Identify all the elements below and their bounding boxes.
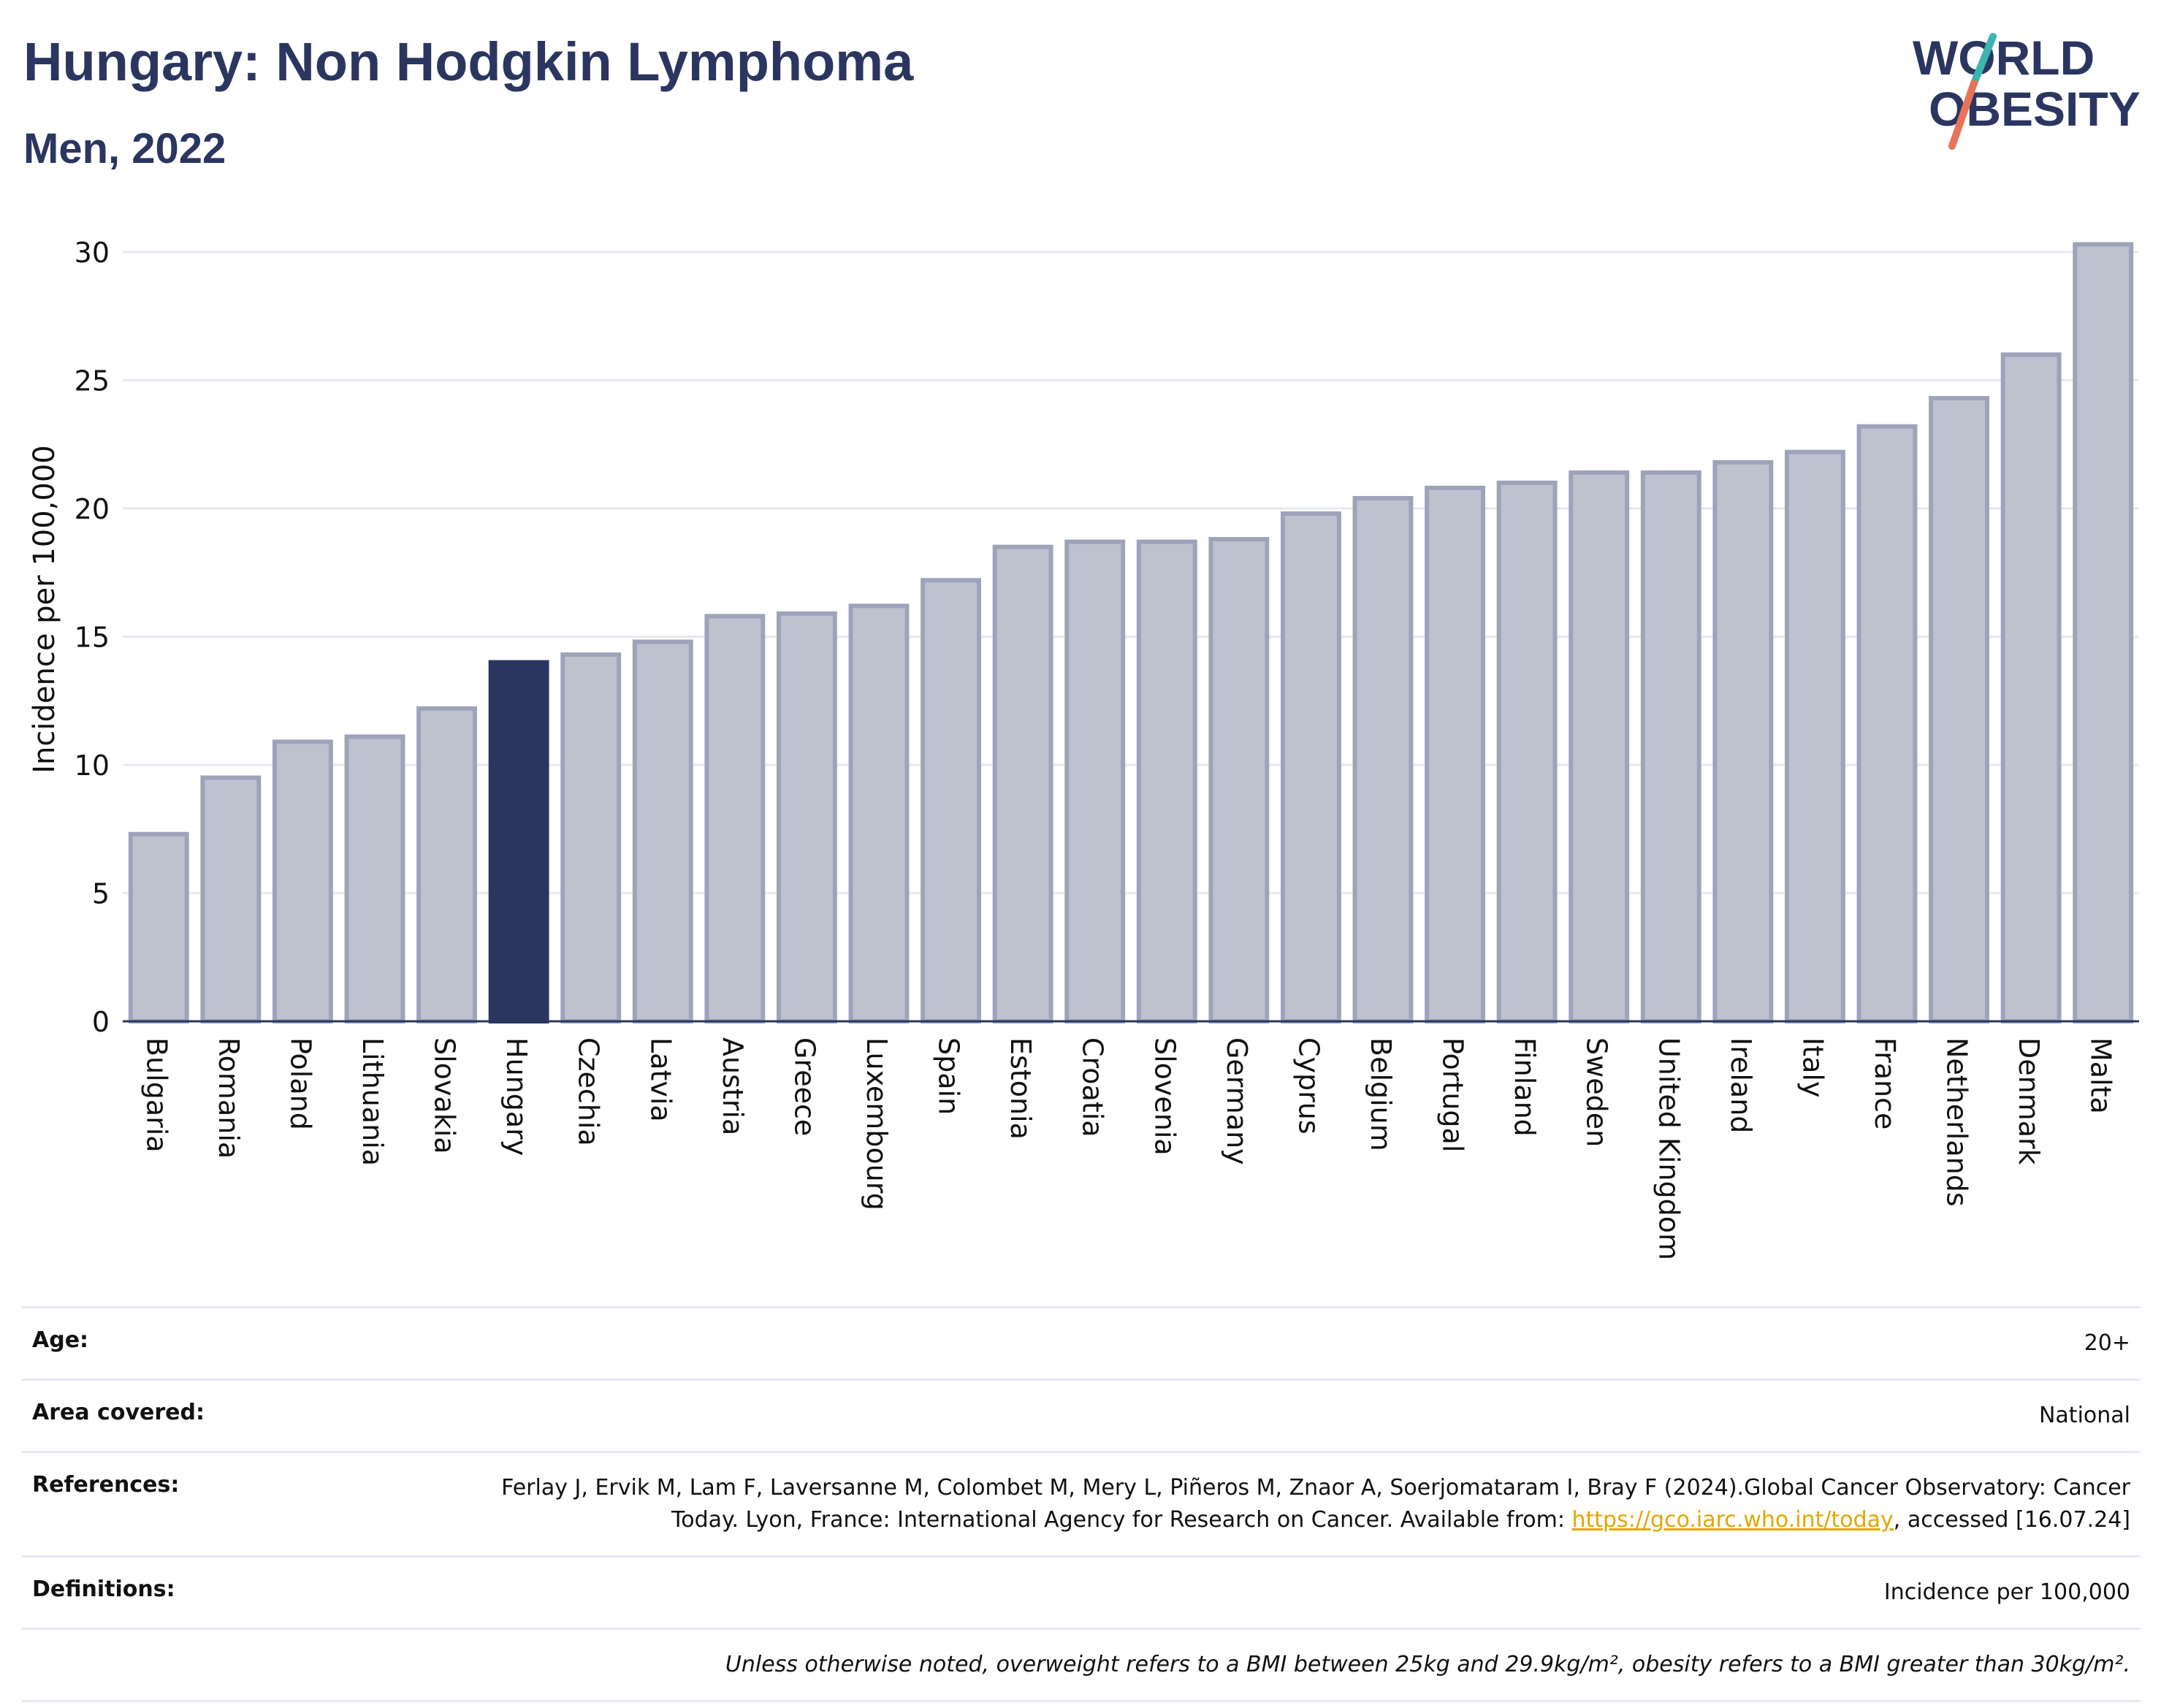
info-row-definitions: Definitions: Incidence per 100,000: [22, 1555, 2141, 1628]
x-tick-label: Italy: [1796, 1037, 1829, 1097]
x-tick-label: Romania: [213, 1037, 245, 1159]
bar-portugal: [1425, 485, 1486, 1024]
x-tick-label: Cyprus: [1292, 1037, 1325, 1135]
x-tick-label: Austria: [717, 1037, 749, 1135]
y-tick-label: 30: [75, 237, 110, 269]
x-tick-label: Portugal: [1437, 1037, 1469, 1152]
references-accessed: , accessed [16.07.24]: [1893, 1507, 2130, 1533]
x-tick-label: Finland: [1509, 1037, 1541, 1137]
x-tick-label: France: [1869, 1037, 1901, 1129]
x-tick-label: Ireland: [1725, 1037, 1757, 1133]
area-label: Area covered:: [32, 1400, 205, 1425]
bar-germany: [1208, 537, 1270, 1023]
y-axis-label: Incidence per 100,000: [28, 445, 61, 774]
x-tick-label: Bulgaria: [140, 1037, 172, 1153]
info-row-age: Age: 20+: [22, 1306, 2141, 1379]
bar-czechia: [560, 652, 622, 1023]
y-tick-label: 25: [75, 365, 110, 397]
x-tick-label: Greece: [788, 1037, 820, 1136]
bar-malta: [2073, 242, 2134, 1024]
bar-france: [1856, 424, 1918, 1023]
bars: [128, 242, 2134, 1024]
bar-austria: [704, 614, 766, 1023]
y-tick-label: 10: [75, 750, 110, 782]
info-row-area: Area covered: National: [22, 1379, 2141, 1451]
logo-slash-bottom: [1948, 80, 1978, 150]
bar-belgium: [1352, 495, 1414, 1023]
bar-poland: [272, 739, 333, 1023]
bar-slovenia: [1136, 539, 1197, 1023]
x-tick-label: Croatia: [1077, 1037, 1109, 1137]
bar-greece: [776, 611, 837, 1023]
x-tick-label: Malta: [2085, 1037, 2117, 1114]
bar-cyprus: [1280, 511, 1341, 1023]
x-tick-label: Slovenia: [1148, 1037, 1181, 1156]
x-tick-label: Luxembourg: [861, 1037, 893, 1211]
x-tick-label: Hungary: [500, 1037, 533, 1156]
definitions-value: Incidence per 100,000: [1883, 1579, 2130, 1605]
bar-spain: [921, 578, 982, 1023]
age-value: 20+: [2084, 1330, 2130, 1356]
info-row-references: References: Ferlay J, Ervik M, Lam F, La…: [22, 1451, 2141, 1555]
logo-slash-top: [1970, 33, 1997, 87]
x-tick-label: Slovakia: [429, 1037, 461, 1154]
bar-croatia: [1064, 539, 1126, 1023]
world-obesity-logo: WORLD OBESITY: [1913, 31, 2141, 150]
y-tick-label: 20: [75, 493, 110, 525]
bar-sweden: [1569, 470, 1630, 1023]
bar-finland: [1496, 480, 1558, 1023]
logo-line-1: WORLD: [1913, 31, 2095, 85]
x-tick-label: Lithuania: [357, 1037, 389, 1166]
y-tick-label: 0: [92, 1006, 110, 1038]
x-tick-label: Sweden: [1581, 1037, 1613, 1147]
area-value: National: [2038, 1403, 2130, 1428]
bar-luxembourg: [848, 603, 910, 1023]
bar-lithuania: [344, 734, 405, 1023]
bar-chart: 0 5 10 15 20 25 30 Bulgaria Romania Poland Lithua…: [28, 237, 2139, 1260]
x-tick-label: Netherlands: [1941, 1037, 1973, 1207]
age-label: Age:: [32, 1327, 89, 1353]
y-tick-label: 15: [75, 622, 110, 654]
x-tick-label: Estonia: [1005, 1037, 1037, 1140]
bar-latvia: [632, 639, 693, 1023]
x-tick-label: Spain: [933, 1037, 965, 1115]
chart-subtitle: Men, 2022: [23, 125, 226, 172]
bar-italy: [1784, 449, 1845, 1023]
bar-estonia: [992, 544, 1053, 1023]
bar-bulgaria: [128, 831, 189, 1024]
x-tick-label: Czechia: [573, 1037, 605, 1146]
bar-denmark: [2000, 352, 2062, 1023]
bmi-note: Unless otherwise noted, overweight refer…: [725, 1652, 2130, 1677]
x-tick-label: Germany: [1221, 1037, 1253, 1165]
x-axis-ticks: Bulgaria Romania Poland Lithuania Slovakia Hu…: [140, 1037, 2116, 1260]
x-tick-label: Denmark: [2013, 1037, 2045, 1165]
x-tick-label: Poland: [284, 1037, 316, 1130]
references-link[interactable]: https://gco.iarc.who.int/today: [1571, 1507, 1894, 1533]
bar-netherlands: [1929, 396, 1990, 1023]
references-value: Ferlay J, Ervik M, Lam F, Laversanne M, …: [450, 1472, 2130, 1536]
y-tick-label: 5: [92, 878, 110, 910]
bar-slovakia: [416, 706, 478, 1024]
references-text: Ferlay J, Ervik M, Lam F, Laversanne M, …: [501, 1475, 2130, 1533]
bar-romania: [200, 775, 262, 1023]
x-tick-label: Belgium: [1365, 1037, 1397, 1151]
y-axis-ticks: 0 5 10 15 20 25 30: [75, 237, 110, 1038]
info-table: Age: 20+ Area covered: National Referenc…: [22, 1306, 2141, 1702]
x-tick-label: Latvia: [644, 1037, 676, 1122]
bar-ireland: [1712, 460, 1774, 1023]
bar-united-kingdom: [1640, 470, 1701, 1023]
references-label: References:: [32, 1472, 180, 1498]
info-row-note: Unless otherwise noted, overweight refer…: [22, 1628, 2141, 1702]
x-tick-label: United Kingdom: [1653, 1037, 1685, 1260]
bar-hungary: [488, 660, 549, 1023]
definitions-label: Definitions:: [32, 1577, 175, 1602]
chart-title: Hungary: Non Hodgkin Lymphoma: [23, 31, 914, 92]
